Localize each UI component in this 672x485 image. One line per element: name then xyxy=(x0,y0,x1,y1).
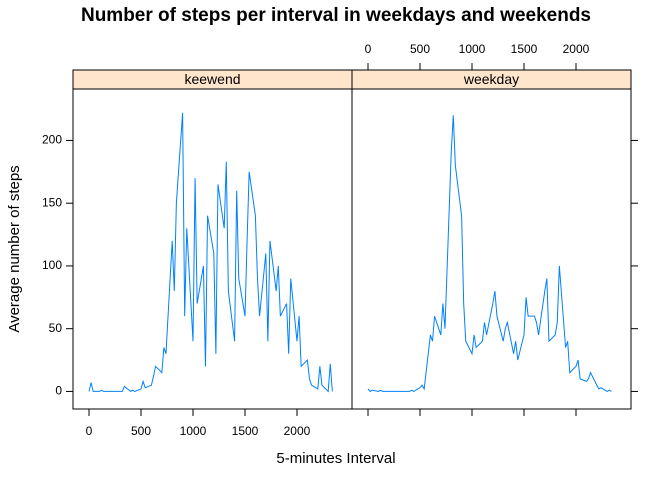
y-tick-label: 50 xyxy=(49,321,63,335)
data-line xyxy=(88,112,333,393)
x-tick-label: 0 xyxy=(86,424,93,438)
x-axis-label: 5-minutes Interval xyxy=(276,450,395,467)
x-tick-label: 500 xyxy=(410,42,430,56)
chart-title: Number of steps per interval in weekdays… xyxy=(81,5,591,26)
x-tick-label: 0 xyxy=(365,42,372,56)
strip-label: keewend xyxy=(184,71,240,87)
panel-frame xyxy=(351,88,632,410)
y-tick-label: 0 xyxy=(55,384,62,398)
y-tick-label: 150 xyxy=(42,195,62,209)
x-tick-label: 2000 xyxy=(563,42,590,56)
y-tick-label: 200 xyxy=(42,133,62,147)
x-tick-label: 2000 xyxy=(284,424,311,438)
y-axis-label: Average number of steps xyxy=(6,165,23,332)
x-tick-label: 500 xyxy=(131,424,151,438)
data-line xyxy=(367,115,612,393)
y-tick-label: 100 xyxy=(42,258,62,272)
x-tick-label: 1500 xyxy=(511,42,538,56)
x-tick-label: 1000 xyxy=(180,424,207,438)
x-tick-label: 1000 xyxy=(459,42,486,56)
panel-frame xyxy=(72,88,353,410)
strip-label: weekday xyxy=(463,71,519,87)
x-tick-label: 1500 xyxy=(232,424,259,438)
